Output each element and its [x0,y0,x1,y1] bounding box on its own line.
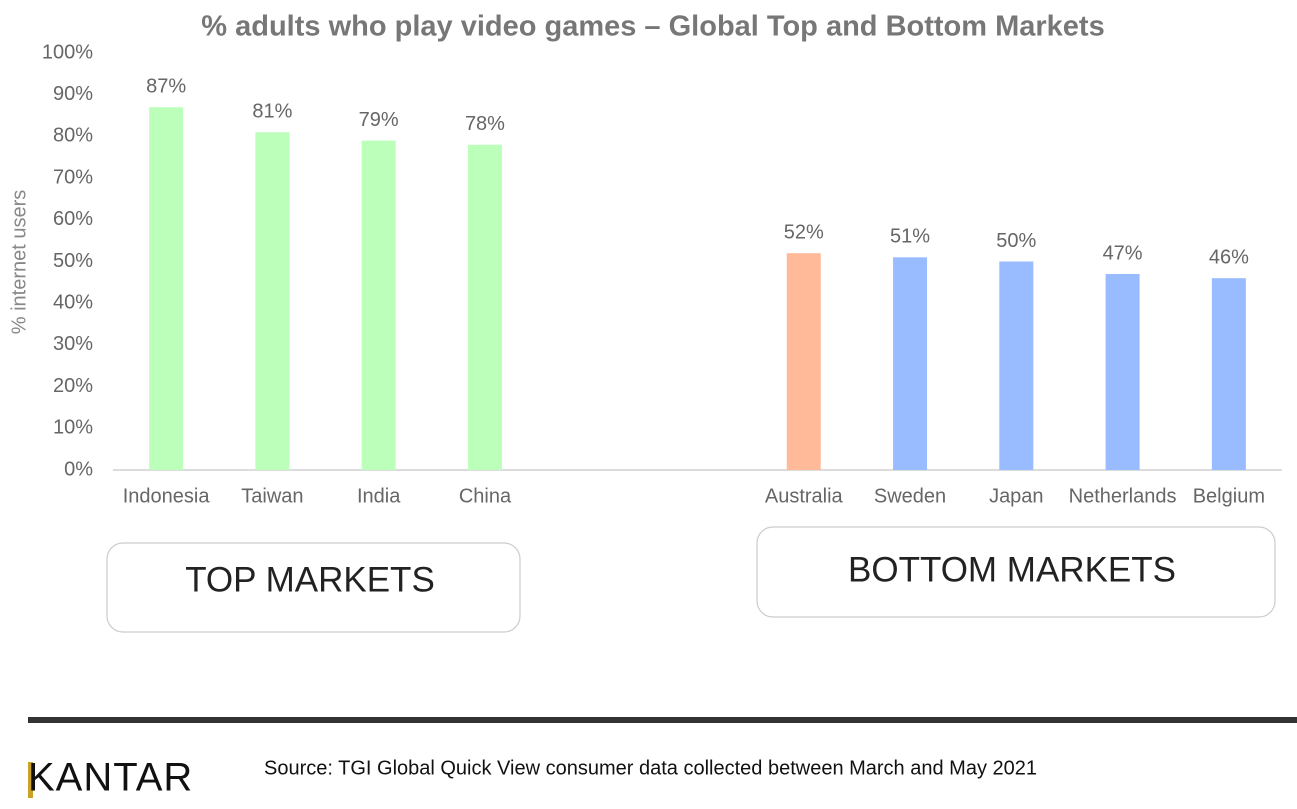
logo-accent [28,762,33,798]
bar [149,107,184,471]
y-tick-label: 80% [53,125,93,147]
bar [786,253,821,470]
y-tick-label: 70% [53,166,93,188]
value-label: 50% [996,230,1036,252]
value-label: 52% [784,221,824,243]
y-axis-label: % internet users [8,190,30,335]
group-box [756,526,1276,618]
bar [467,144,502,471]
y-tick-label: 30% [53,333,93,355]
value-label: 87% [146,75,186,97]
x-tick-label: India [357,485,401,507]
footer-rule [28,717,1297,723]
y-tick-label: 60% [53,208,93,230]
y-tick-label: 50% [53,250,93,272]
bar [1211,278,1246,470]
value-label: 81% [252,101,292,123]
value-label: 79% [359,109,399,131]
bar [999,261,1034,470]
bar [893,257,928,470]
group-box [106,542,521,633]
x-tick-label: Belgium [1193,485,1265,507]
bar [361,140,396,470]
y-tick-label: 90% [53,83,93,105]
y-tick-label: 10% [53,417,93,439]
x-tick-label: Japan [989,485,1044,507]
x-tick-label: Indonesia [123,485,211,507]
source-note: Source: TGI Global Quick View consumer d… [264,757,1037,779]
x-tick-label: Netherlands [1069,485,1177,507]
x-tick-label: Sweden [874,485,946,507]
value-label: 47% [1103,242,1143,264]
bar [255,132,290,471]
bar [1105,274,1140,470]
x-tick-label: Australia [765,485,844,507]
value-label: 46% [1209,246,1249,268]
group-label: BOTTOM MARKETS [848,550,1176,589]
value-label: 78% [465,113,505,135]
group-label: TOP MARKETS [185,560,435,599]
y-tick-label: 100% [42,41,93,63]
chart-title: % adults who play video games – Global T… [201,11,1104,43]
value-label: 51% [890,226,930,248]
x-tick-label: Taiwan [241,485,303,507]
y-tick-label: 20% [53,375,93,397]
y-tick-label: 0% [64,458,93,480]
logo: KANTAR [28,756,193,800]
x-tick-label: China [459,485,512,507]
y-tick-label: 40% [53,291,93,313]
